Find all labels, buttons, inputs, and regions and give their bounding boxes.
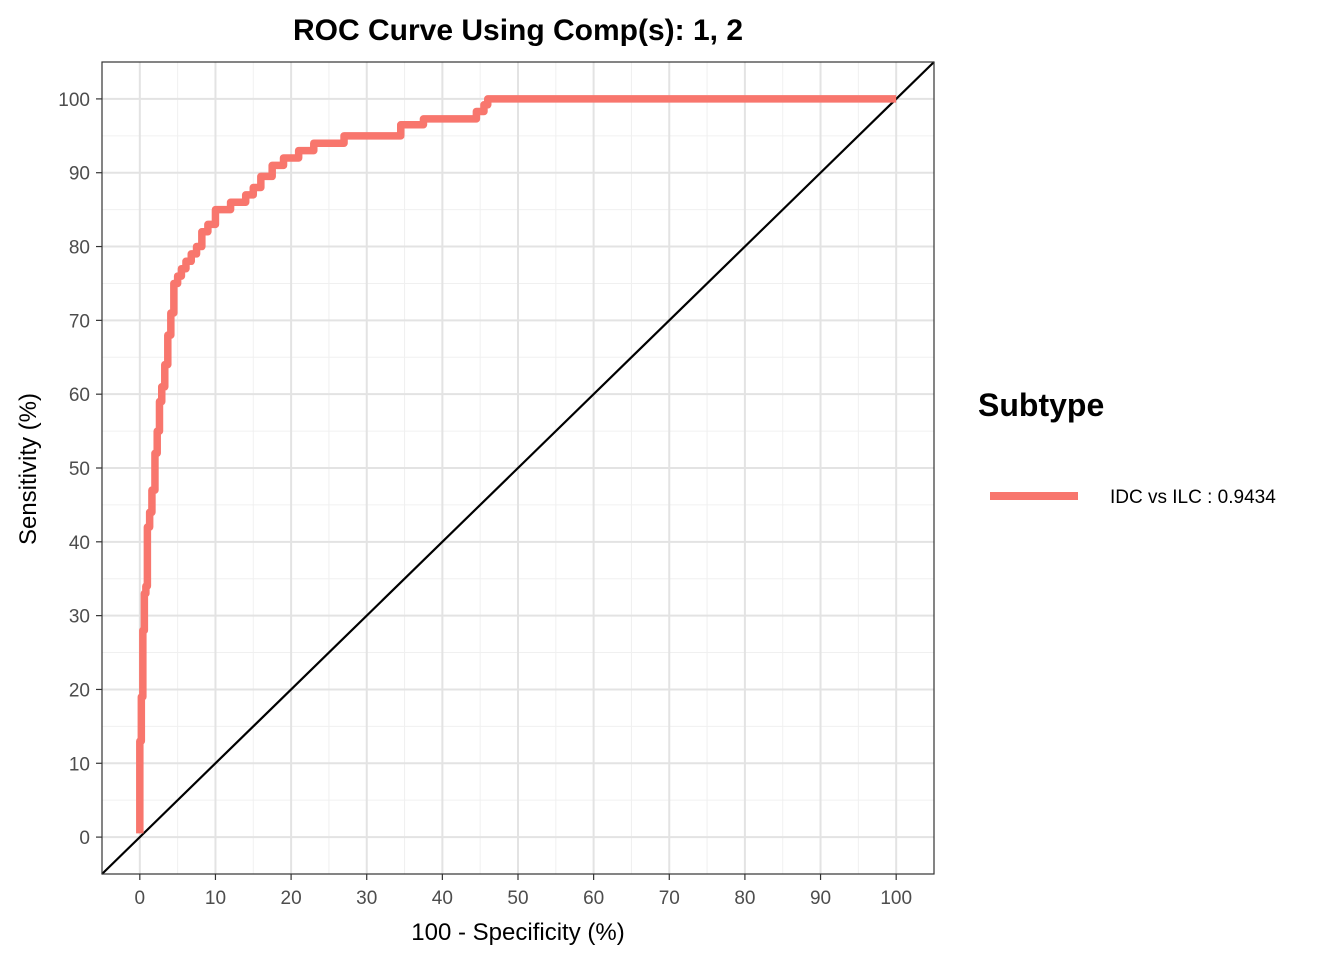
x-tick-label: 90: [810, 888, 831, 909]
legend-title: Subtype: [978, 387, 1104, 423]
legend: Subtype IDC vs ILC : 0.9434: [978, 387, 1276, 508]
y-tick-label: 30: [69, 607, 90, 628]
x-tick-label: 40: [432, 888, 453, 909]
axis-ticks: 0 10 20 30 40 50 60 70 80 90 100 0 10 20 30 40 50 60 70 80 9…: [58, 90, 912, 909]
y-tick-label: 70: [69, 311, 90, 332]
x-tick-label: 60: [583, 888, 604, 909]
y-axis-title: Sensitivity (%): [15, 393, 42, 545]
x-tick-label: 10: [205, 888, 226, 909]
x-tick-label: 100: [880, 888, 912, 909]
chart-title: ROC Curve Using Comp(s): 1, 2: [293, 14, 743, 47]
x-tick-label: 0: [135, 888, 146, 909]
legend-label-idc-vs-ilc: IDC vs ILC : 0.9434: [1110, 487, 1276, 508]
y-tick-label: 50: [69, 459, 90, 480]
reference-diagonal: [101, 61, 935, 875]
x-tick-label: 50: [507, 888, 528, 909]
y-tick-label: 60: [69, 385, 90, 406]
y-tick-label: 20: [69, 680, 90, 701]
reference-line: [101, 61, 935, 875]
x-axis-title: 100 - Specificity (%): [411, 919, 624, 946]
x-tick-label: 30: [356, 888, 377, 909]
x-tick-label: 80: [734, 888, 755, 909]
series-layer: [136, 95, 897, 834]
x-tick-label: 20: [281, 888, 302, 909]
x-tick-label: 70: [659, 888, 680, 909]
y-tick-label: 90: [69, 164, 90, 185]
y-tick-label: 100: [58, 90, 90, 111]
y-tick-label: 0: [79, 828, 90, 849]
y-tick-label: 40: [69, 533, 90, 554]
y-tick-label: 80: [69, 238, 90, 259]
y-tick-label: 10: [69, 754, 90, 775]
roc-curve-series-0: [136, 95, 897, 834]
